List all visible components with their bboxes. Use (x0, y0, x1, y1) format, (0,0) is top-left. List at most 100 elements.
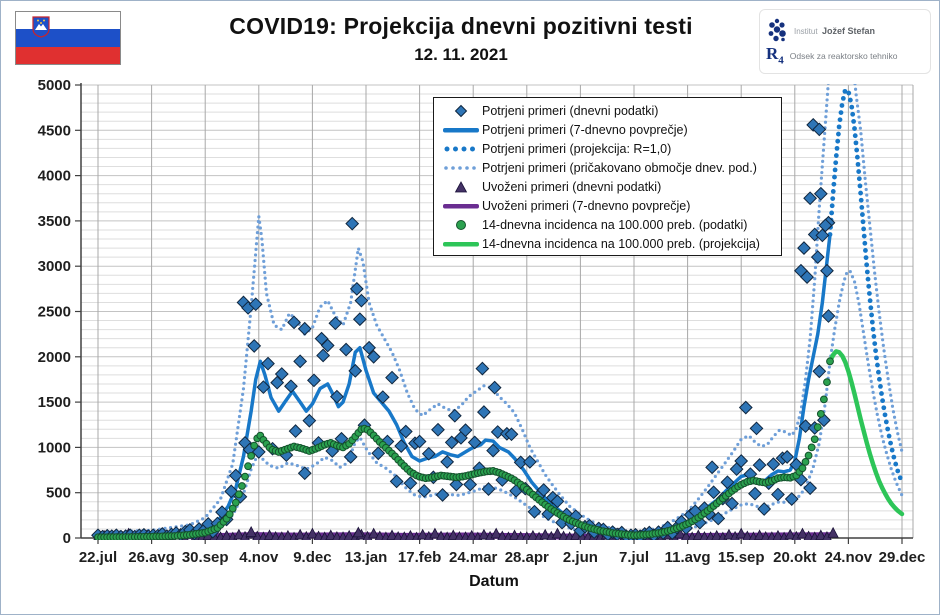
legend-marker (440, 199, 482, 213)
dot (828, 70, 831, 73)
diamond-marker (302, 413, 317, 428)
dot (357, 247, 361, 251)
diamond-marker (475, 361, 490, 376)
dot (401, 378, 405, 383)
x-tick-label: 4.nov (239, 549, 279, 566)
triangle-marker (490, 527, 502, 539)
dot (428, 408, 432, 412)
triangle-marker (539, 528, 551, 540)
dot (547, 478, 551, 482)
dot (889, 399, 894, 403)
dot (525, 439, 529, 443)
series-confirmed-projection (827, 88, 903, 481)
dot (854, 93, 858, 97)
dot (881, 440, 886, 444)
dot (232, 453, 236, 457)
dot (796, 421, 800, 425)
dot (881, 338, 885, 342)
dot (841, 282, 845, 286)
dot (374, 460, 378, 464)
dot (825, 92, 830, 96)
dot (819, 432, 823, 436)
dot (889, 467, 893, 471)
dot (499, 488, 503, 492)
dot (349, 295, 354, 299)
dot (242, 376, 247, 380)
dot (343, 462, 347, 466)
dot (830, 196, 836, 201)
dot (482, 384, 486, 388)
triangle-marker (436, 530, 447, 540)
dot (418, 494, 422, 498)
diamond-marker (821, 309, 836, 323)
legend-item: Potrjeni primeri (projekcija: R=1,0) (440, 139, 781, 158)
dot (842, 88, 848, 94)
dot (866, 210, 871, 214)
dot (332, 311, 336, 315)
dot (827, 371, 831, 375)
diamond-marker (477, 405, 491, 419)
dot (238, 409, 242, 413)
dot (408, 489, 412, 494)
diamond-marker (345, 216, 360, 231)
dot (824, 109, 828, 113)
dot (852, 126, 857, 131)
dot (464, 397, 468, 401)
slovenia-coat-of-arms (32, 16, 50, 38)
dot (891, 410, 896, 414)
dot (350, 448, 354, 452)
circle-marker (234, 490, 243, 499)
x-tick-label: 13.jan (345, 549, 388, 566)
dot (450, 493, 455, 497)
dot (820, 170, 824, 175)
dot (800, 490, 804, 494)
dot (876, 299, 880, 303)
dot (878, 321, 883, 325)
diamond-marker (339, 342, 353, 357)
triangle-marker (306, 527, 319, 539)
dot (367, 302, 372, 306)
dot (850, 49, 853, 52)
dot (432, 404, 436, 409)
diamond-marker (417, 483, 432, 498)
dot (461, 402, 465, 406)
dot (862, 240, 868, 246)
dot (864, 269, 870, 275)
dot (551, 520, 555, 524)
dot (557, 491, 561, 496)
triangle-marker (405, 529, 416, 540)
dot (437, 402, 441, 407)
dot (279, 327, 283, 331)
dot (472, 489, 476, 493)
dot (341, 322, 346, 326)
dot (371, 312, 375, 317)
dot (810, 310, 814, 314)
dot (260, 237, 264, 241)
dot (365, 285, 369, 289)
dot (241, 387, 246, 391)
diamond-marker (771, 487, 785, 502)
dot (720, 465, 724, 470)
diamond-marker (752, 458, 767, 472)
triangle-marker (742, 530, 753, 540)
dot (388, 347, 393, 352)
dot (252, 264, 257, 268)
dot (853, 87, 858, 91)
triangle-marker (815, 529, 827, 540)
dot (766, 441, 770, 445)
triangle-marker (221, 529, 232, 540)
dot (219, 496, 223, 500)
dot (895, 482, 899, 486)
dot (251, 286, 255, 291)
diamond-marker (550, 494, 565, 509)
diamond-marker (467, 435, 482, 450)
dot (823, 131, 827, 136)
dot (879, 327, 883, 331)
diamond-marker (349, 281, 364, 296)
diamond-marker (421, 446, 436, 461)
dot (286, 313, 291, 317)
dot (222, 485, 227, 490)
dot (523, 434, 527, 438)
diamond-legend-marker (454, 104, 468, 117)
